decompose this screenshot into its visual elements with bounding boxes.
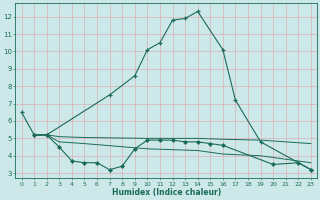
X-axis label: Humidex (Indice chaleur): Humidex (Indice chaleur) (112, 188, 221, 197)
